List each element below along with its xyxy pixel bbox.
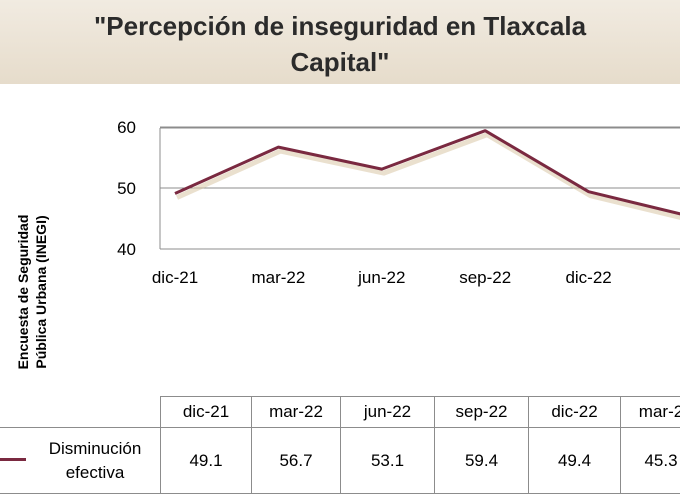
table-value-cell: 59.4 — [435, 428, 529, 494]
plot-area: Encuesta de Seguridad Pública Urbana (IN… — [0, 84, 680, 437]
legend-label: Disminución efectiva — [30, 437, 160, 485]
table-header-cell: dic-22 — [529, 397, 621, 428]
y-tick-label: 40 — [117, 240, 136, 259]
table-header-row: dic-21 mar-22 jun-22 sep-22 dic-22 mar-2 — [0, 397, 680, 428]
table-header-cell: jun-22 — [341, 397, 435, 428]
table-corner-cell — [0, 397, 161, 428]
y-tick-label: 50 — [117, 179, 136, 198]
title-band: "Percepción de inseguridad en Tlaxcala C… — [0, 0, 680, 84]
table-value-cell: 49.4 — [529, 428, 621, 494]
table-value-cell: 49.1 — [161, 428, 252, 494]
table-values-row: Disminución efectiva 49.1 56.7 53.1 59.4… — [0, 428, 680, 494]
x-tick-label: jun-22 — [357, 268, 405, 287]
series-line — [175, 131, 680, 217]
table-value-cell: 56.7 — [252, 428, 341, 494]
data-table: dic-21 mar-22 jun-22 sep-22 dic-22 mar-2… — [0, 396, 680, 494]
legend-entry: Disminución efectiva — [0, 428, 161, 494]
x-tick-label: dic-21 — [152, 268, 198, 287]
chart-title: "Percepción de inseguridad en Tlaxcala C… — [0, 8, 680, 80]
table-header-cell: mar-2 — [621, 397, 680, 428]
table-value-cell: 45.3 — [621, 428, 680, 494]
table-header-cell: mar-22 — [252, 397, 341, 428]
x-tick-label: sep-22 — [459, 268, 511, 287]
table-value-cell: 53.1 — [341, 428, 435, 494]
table-header-cell: sep-22 — [435, 397, 529, 428]
series-line-shadow — [177, 135, 680, 221]
x-tick-label: dic-22 — [565, 268, 611, 287]
x-tick-label: mar-22 — [251, 268, 305, 287]
legend-line-swatch — [0, 458, 26, 461]
y-tick-label: 60 — [117, 118, 136, 137]
table-header-cell: dic-21 — [161, 397, 252, 428]
